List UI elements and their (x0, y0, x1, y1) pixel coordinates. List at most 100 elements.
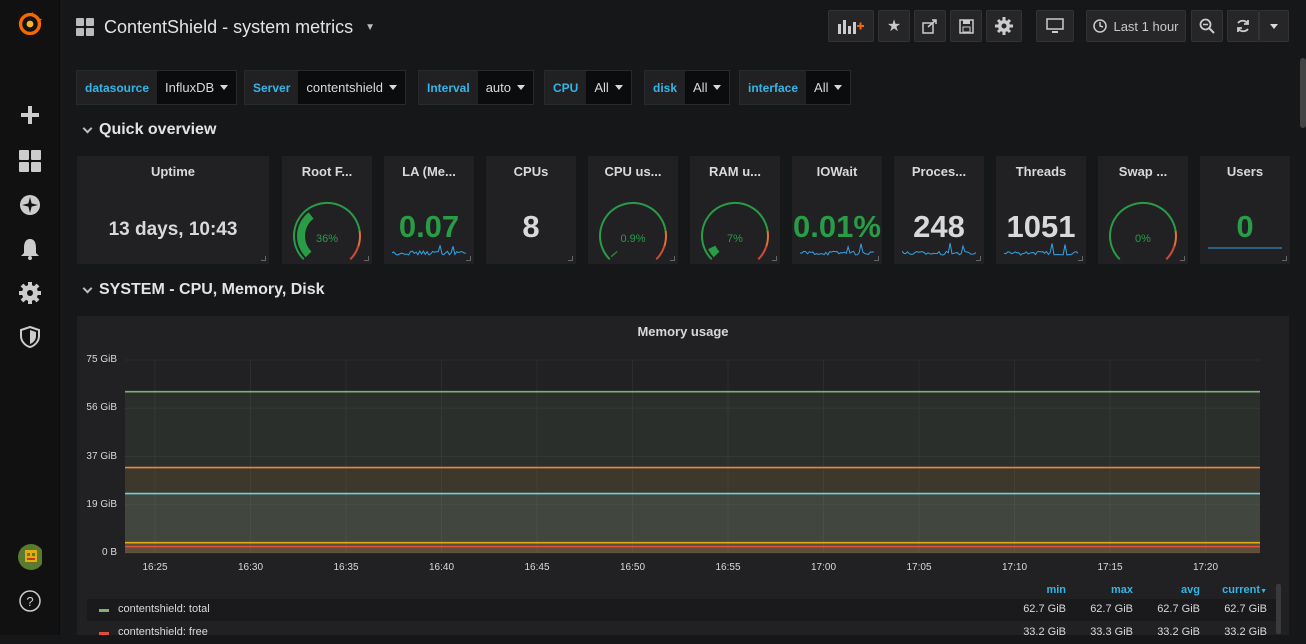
legend-header-avg[interactable]: avg (1181, 584, 1200, 596)
save-button[interactable] (950, 10, 982, 42)
x-tick-label: 16:50 (619, 562, 646, 573)
resize-handle[interactable] (1180, 256, 1185, 261)
gauge-value-arc (297, 212, 314, 258)
legend-row[interactable]: contentshield: free 33.2 GiB 33.3 GiB 33… (87, 622, 1277, 644)
gauge-threshold (701, 201, 769, 261)
legend-scrollbar[interactable] (1276, 584, 1281, 634)
x-tick-label: 17:05 (906, 562, 932, 573)
gear-icon[interactable] (18, 281, 42, 305)
stat-value: 0.07 (398, 209, 460, 244)
sparkline (1004, 243, 1078, 256)
help-icon[interactable]: ? (18, 589, 42, 613)
refresh-interval-dropdown[interactable] (1259, 10, 1289, 42)
legend-current: 62.7 GiB (1224, 603, 1267, 615)
variable-value-dropdown[interactable]: All (586, 71, 631, 104)
sparkline (1208, 247, 1282, 249)
legend-row[interactable]: contentshield: total 62.7 GiB 62.7 GiB 6… (87, 599, 1277, 621)
resize-handle[interactable] (364, 256, 369, 261)
memory-usage-panel[interactable]: Memory usage 0 B 19 GiB 37 GiB 56 GiB 75 GiB… (77, 316, 1289, 638)
tv-mode-button[interactable] (1036, 10, 1074, 42)
row-system[interactable]: SYSTEM - CPU, Memory, Disk (82, 281, 325, 299)
time-range-label: Last 1 hour (1113, 18, 1179, 34)
legend-swatch (99, 609, 109, 612)
x-tick-label: 16:40 (428, 562, 455, 573)
gauge-value: 0% (1135, 233, 1151, 245)
gauge: 7% (701, 201, 769, 261)
x-tick-label: 17:10 (1001, 562, 1028, 573)
variable-interface[interactable]: interface All (739, 70, 852, 105)
variable-label: Server (245, 71, 299, 104)
variable-server[interactable]: Server contentshield (244, 70, 406, 105)
stat-panel[interactable]: Uptime 13 days, 10:43 (77, 156, 269, 264)
explore-compass-icon[interactable] (18, 193, 42, 217)
resize-handle[interactable] (1282, 256, 1287, 261)
grafana-logo-icon[interactable] (18, 12, 42, 36)
resize-handle[interactable] (466, 256, 471, 261)
stat-panel[interactable]: IOWait 0.01% (792, 156, 882, 264)
caret-down-icon (834, 85, 843, 90)
variable-value-dropdown[interactable]: All (685, 71, 730, 104)
legend-header-min[interactable]: min (1046, 584, 1066, 596)
sparkline-path (392, 245, 466, 256)
variable-interval[interactable]: Interval auto (418, 70, 534, 105)
legend-header-current[interactable]: current▼ (1222, 584, 1267, 596)
dashboards-icon[interactable] (18, 149, 42, 173)
variable-cpu[interactable]: CPU All (544, 70, 632, 105)
zoom-out-button[interactable] (1191, 10, 1223, 42)
gauge-value: 7% (727, 233, 743, 245)
shield-icon[interactable] (18, 325, 42, 349)
stat-panel[interactable]: CPU us... 0.9% (588, 156, 678, 264)
dashboard-title-picker[interactable]: ContentShield - system metrics ▼ (76, 14, 375, 40)
variable-datasource[interactable]: datasource InfluxDB (76, 70, 238, 105)
stat-panel[interactable]: Threads 1051 (996, 156, 1086, 264)
star-icon: ★ (886, 18, 902, 35)
resize-handle[interactable] (976, 256, 981, 261)
settings-button[interactable] (986, 10, 1022, 42)
stat-panel[interactable]: Proces... 248 (894, 156, 984, 264)
stat-panel[interactable]: Root F... 36% (282, 156, 372, 264)
gauge: 36% (293, 201, 361, 261)
resize-handle[interactable] (1078, 256, 1083, 261)
chevron-down-icon: ▼ (365, 21, 375, 33)
row-quick-overview[interactable]: Quick overview (82, 121, 216, 139)
variable-value-dropdown[interactable]: InfluxDB (157, 71, 237, 104)
series-area (125, 542, 1260, 553)
y-tick-label: 37 GiB (86, 450, 117, 462)
resize-handle[interactable] (261, 256, 266, 261)
resize-handle[interactable] (772, 256, 777, 261)
variable-disk[interactable]: disk All (644, 70, 731, 105)
variable-value-dropdown[interactable]: All (806, 71, 851, 104)
stat-panel[interactable]: LA (Me... 0.07 (384, 156, 474, 264)
caret-down-icon (1270, 23, 1278, 29)
variable-value-dropdown[interactable]: auto (477, 71, 533, 104)
stat-panel[interactable]: RAM u... 7% (690, 156, 780, 264)
resize-handle[interactable] (568, 256, 573, 261)
stat-panel[interactable]: Users 0 (1200, 156, 1290, 264)
clock-icon (1093, 19, 1108, 33)
share-button[interactable] (914, 10, 946, 42)
gauge-value-arc (708, 245, 720, 258)
time-picker-button[interactable]: Last 1 hour (1086, 10, 1186, 42)
x-tick-label: 16:25 (142, 562, 168, 573)
legend-header-max[interactable]: max (1110, 584, 1133, 596)
chevron-down-icon (82, 283, 93, 293)
gauge-threshold (1173, 230, 1177, 247)
gauge: 0.9% (599, 201, 667, 261)
user-avatar[interactable] (18, 544, 42, 570)
refresh-button[interactable] (1227, 10, 1259, 42)
gauge-threshold (1109, 201, 1177, 261)
chevron-down-icon (82, 123, 93, 133)
bell-icon[interactable] (18, 237, 42, 261)
resize-handle[interactable] (874, 256, 879, 261)
plus-icon[interactable] (18, 103, 42, 127)
resize-handle[interactable] (670, 256, 675, 261)
refresh-icon (1237, 19, 1249, 33)
save-icon (958, 18, 974, 34)
add-panel-button[interactable] (828, 10, 874, 42)
star-button[interactable]: ★ (878, 10, 910, 42)
stat-panel[interactable]: CPUs 8 (486, 156, 576, 264)
page-scrollbar[interactable] (1300, 58, 1306, 128)
gauge-value: 36% (316, 233, 338, 245)
variable-value-dropdown[interactable]: contentshield (298, 71, 405, 104)
stat-panel[interactable]: Swap ... 0% (1098, 156, 1188, 264)
